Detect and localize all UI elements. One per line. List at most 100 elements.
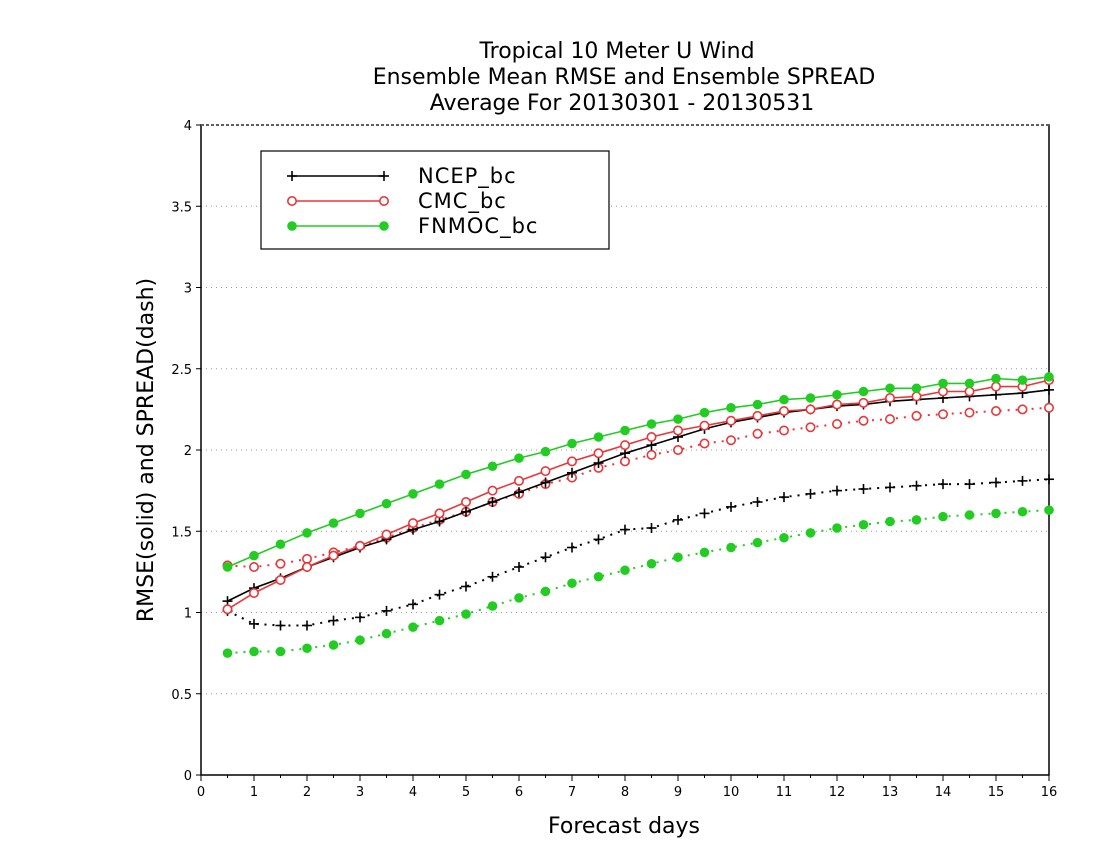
data-point: [1017, 475, 1028, 486]
data-point: [275, 620, 286, 631]
series-ncep-bc: [222, 384, 1054, 607]
y-tick-label: 3: [184, 282, 192, 297]
data-point: [885, 383, 895, 394]
y-tick-label: 4: [184, 119, 192, 134]
data-point: [805, 393, 816, 403]
y-axis: 0 0.5 1 1.5 2 2.5 3 3.5 4: [171, 119, 201, 784]
x-axis-label: Forecast days: [548, 814, 700, 839]
data-point: [514, 562, 524, 572]
data-point: [408, 622, 418, 632]
data-point: [275, 574, 286, 585]
data-point: [937, 386, 948, 397]
data-point: [673, 514, 683, 525]
x-tick-label: 12: [829, 785, 846, 800]
data-point: [991, 477, 1001, 488]
y-tick-label: 1.5: [171, 525, 192, 540]
data-point: [1017, 506, 1028, 517]
data-point: [831, 418, 842, 429]
data-point: [646, 523, 657, 533]
chart-title: Tropical 10 Meter U Wind Ensemble Mean R…: [373, 39, 876, 116]
data-point: [938, 511, 948, 522]
data-point: [673, 414, 683, 424]
data-point: [752, 410, 763, 421]
data-point: [249, 587, 260, 598]
data-point: [593, 432, 604, 442]
x-tick-label: 6: [515, 785, 523, 800]
data-point: [964, 407, 975, 418]
legend-box: [260, 150, 610, 250]
data-point: [646, 431, 657, 442]
data-point: [540, 586, 551, 597]
legend-marker: [378, 196, 389, 207]
x-tick-label: 3: [356, 785, 364, 800]
series-line: [227, 478, 1050, 627]
data-point: [249, 561, 260, 572]
data-point: [434, 508, 445, 519]
data-point: [725, 415, 736, 426]
x-axis: 0 1 2 3 4 5 6 7 8 9 10 11 12 13 14 15 16: [197, 124, 1057, 800]
data-point: [672, 444, 683, 455]
data-point: [1017, 375, 1028, 385]
title-line-3: Average For 20130301 - 20130531: [430, 91, 815, 116]
data-point: [885, 516, 895, 527]
legend-label: NCEP_bc: [418, 164, 517, 189]
data-point: [381, 605, 392, 616]
data-point: [1044, 505, 1054, 515]
data-point: [725, 435, 736, 446]
data-point: [858, 415, 869, 426]
data-point: [461, 581, 471, 592]
data-point: [832, 485, 842, 496]
data-point: [805, 528, 816, 538]
data-point: [222, 562, 233, 572]
series-fnmoc-bc-spread: [222, 505, 1054, 658]
data-point: [249, 550, 259, 561]
series-line: [227, 406, 1050, 569]
legend-marker: [379, 171, 389, 181]
data-point: [752, 537, 763, 548]
data-point: [620, 425, 630, 436]
data-point: [779, 394, 789, 405]
data-point: [726, 542, 736, 553]
data-point: [646, 419, 657, 429]
data-point: [566, 456, 577, 467]
data-point: [381, 628, 392, 639]
x-tick-label: 13: [882, 785, 899, 800]
data-point: [832, 389, 842, 400]
data-point: [699, 508, 710, 519]
data-point: [407, 518, 418, 529]
y-tick-label: 0: [184, 769, 192, 784]
data-point: [990, 381, 1001, 392]
data-point: [619, 456, 630, 467]
data-point: [938, 378, 948, 389]
data-point: [858, 397, 869, 408]
data-point: [937, 409, 948, 420]
data-point: [964, 510, 975, 520]
legend-entry: CMC_bc: [286, 189, 506, 214]
data-point: [1044, 402, 1055, 413]
title-line-2: Ensemble Mean RMSE and Ensemble SPREAD: [373, 65, 876, 90]
legend-label: FNMOC_bc: [418, 214, 538, 239]
data-point: [381, 529, 392, 540]
data-point: [567, 578, 577, 589]
y-tick-label: 2.5: [171, 363, 192, 378]
data-point: [434, 615, 445, 626]
data-point: [646, 449, 657, 460]
data-point: [328, 615, 339, 626]
data-point: [699, 407, 710, 418]
data-point: [302, 643, 312, 654]
data-point: [302, 528, 312, 538]
x-tick-label: 14: [935, 785, 952, 800]
data-point: [567, 438, 577, 449]
data-point: [620, 524, 630, 535]
data-point: [301, 561, 312, 572]
data-point: [487, 601, 498, 611]
data-point: [249, 646, 259, 657]
data-point: [222, 648, 233, 658]
y-axis-label: RMSE(solid) and SPREAD(dash): [134, 278, 159, 622]
x-tick-label: 1: [250, 785, 258, 800]
data-point: [911, 391, 922, 402]
data-point: [726, 501, 736, 512]
data-point: [461, 469, 471, 480]
data-point: [964, 386, 975, 397]
